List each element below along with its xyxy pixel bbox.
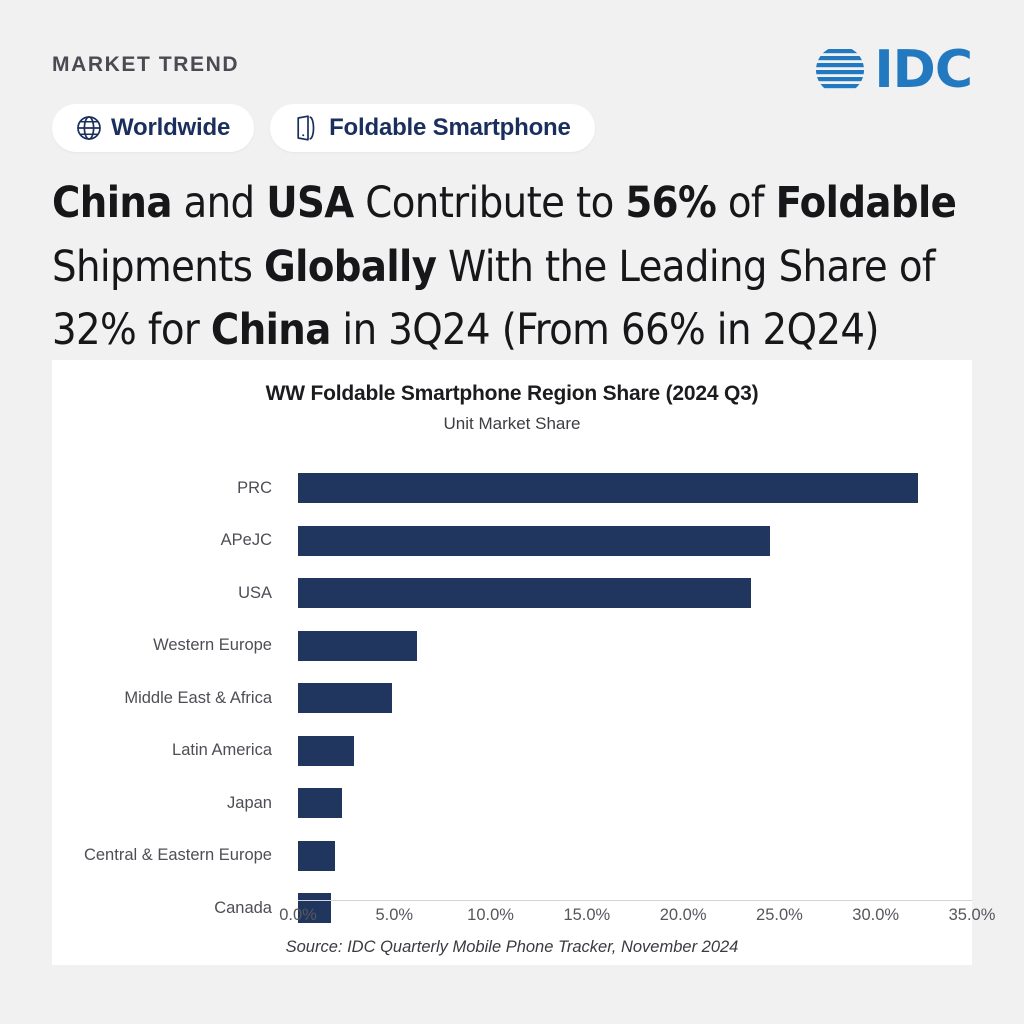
headline-segment-4: 56% — [625, 178, 717, 228]
chart-bar-row: Middle East & Africa — [52, 670, 972, 726]
chart-bar — [298, 788, 343, 818]
chart-subtitle: Unit Market Share — [443, 414, 581, 433]
headline: China and USA Contribute to 56% of Folda… — [52, 172, 982, 363]
x-tick-label: 15.0% — [563, 906, 611, 924]
headline-segment-3: Contribute to — [353, 178, 626, 228]
headline-segment-6: Foldable — [775, 178, 957, 228]
x-tick-label: 0.0% — [279, 906, 317, 924]
chart-bar — [298, 840, 335, 871]
tag-pill-row: Worldwide Foldable Smartphone — [52, 104, 595, 152]
x-tick-label: 20.0% — [659, 906, 707, 924]
headline-segment-2: USA — [266, 178, 354, 228]
x-tick-label: 5.0% — [375, 906, 414, 924]
chart-bar-row: Latin America — [52, 723, 972, 779]
chart-category-label: APeJC — [220, 531, 272, 549]
chart-bar — [298, 578, 751, 608]
chart-category-label: Middle East & Africa — [124, 688, 272, 707]
chart-bar-row: Western Europe — [52, 618, 972, 674]
chart-bar — [298, 630, 418, 661]
pill-foldable-smartphone[interactable]: Foldable Smartphone — [270, 104, 595, 152]
globe-icon — [76, 115, 102, 141]
chart-category-label: Japan — [227, 793, 272, 812]
chart-bar — [298, 473, 919, 503]
headline-segment-9: With the Leading Share of 32% for — [52, 241, 935, 356]
pill-worldwide-label: Worldwide — [111, 114, 231, 141]
chart-bar-row: Central & Eastern Europe — [52, 828, 972, 884]
chart-bar-row: APeJC — [52, 513, 972, 569]
chart-bar-row: Japan — [52, 775, 972, 831]
header: MARKET TREND IDC — [0, 0, 1024, 170]
headline-segment-11: in 3Q24 (From 66% in 2Q24) — [330, 305, 879, 356]
chart-bar-row: Canada — [52, 880, 972, 936]
chart-plot-area: PRC APeJC USA Western Europe Middle East & A… — [52, 444, 972, 923]
chart-bar — [298, 735, 354, 766]
foldable-phone-icon — [294, 114, 320, 142]
chart-bar — [298, 683, 393, 713]
chart-x-axis: 0.0% 5.0% 10.0% 15.0% 20.0% 25.0% 30.0% 35.0% — [52, 900, 995, 930]
idc-wordmark: IDC — [874, 40, 973, 100]
idc-logo: IDC — [812, 40, 973, 100]
chart-category-label: USA — [238, 583, 272, 602]
chart-category-label: PRC — [237, 478, 272, 497]
headline-segment-10: China — [210, 305, 331, 356]
x-tick-label: 30.0% — [852, 906, 900, 924]
headline-segment-0: China — [52, 178, 172, 228]
chart-category-label: Western Europe — [153, 636, 272, 654]
chart-category-label: Canada — [214, 898, 272, 917]
chart-bar — [298, 893, 331, 923]
idc-striped-globe-icon — [812, 44, 868, 96]
chart-category-label: Latin America — [172, 741, 272, 759]
x-tick-label: 10.0% — [467, 906, 514, 924]
headline-segment-1: and — [171, 178, 267, 228]
chart-bar-row: PRC — [52, 460, 972, 516]
chart-bar — [298, 525, 770, 556]
x-axis-line — [298, 900, 972, 901]
chart-panel: WW Foldable Smartphone Region Share (202… — [52, 360, 995, 965]
headline-segment-5: of — [716, 178, 776, 228]
pill-foldable-label: Foldable Smartphone — [329, 114, 571, 141]
x-tick-label: 35.0% — [948, 906, 996, 924]
chart-bar-row: USA — [52, 565, 972, 621]
eyebrow-label: MARKET TREND — [52, 53, 240, 76]
x-tick-label: 25.0% — [756, 906, 803, 924]
chart-category-label: Central & Eastern Europe — [83, 846, 272, 864]
headline-segment-8: Globally — [264, 241, 437, 292]
source-note: Source: IDC Quarterly Mobile Phone Track… — [285, 938, 739, 956]
pill-worldwide[interactable]: Worldwide — [52, 104, 255, 152]
headline-segment-7: Shipments — [52, 241, 265, 292]
chart-title: WW Foldable Smartphone Region Share (202… — [265, 382, 759, 405]
